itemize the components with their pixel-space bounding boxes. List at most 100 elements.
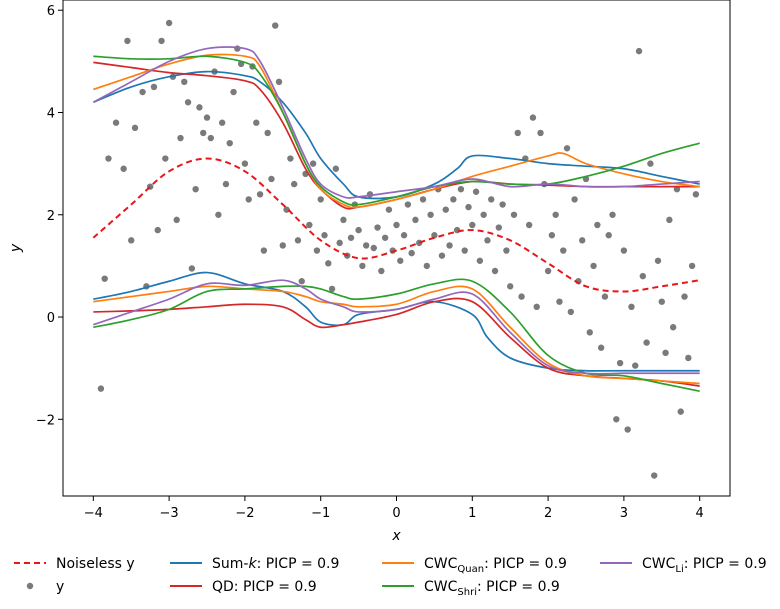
series-line-cwc_li-upper (92, 46, 700, 199)
data-point (491, 267, 499, 275)
y-tick-label: 6 (47, 4, 55, 19)
legend-label-sub: Quan (457, 564, 484, 575)
legend-label-part: Sum- (212, 556, 248, 572)
data-point (510, 211, 518, 218)
data-point (571, 196, 578, 203)
data-point (203, 114, 211, 121)
data-point (362, 242, 370, 249)
data-point (620, 247, 628, 254)
data-point (480, 211, 487, 218)
data-point (120, 165, 127, 172)
data-point (556, 298, 563, 305)
data-point (404, 201, 412, 208)
data-point (165, 19, 173, 27)
data-point (112, 119, 120, 126)
data-point (465, 203, 472, 211)
data-point (313, 247, 321, 254)
data-point (105, 155, 112, 162)
data-point (544, 267, 552, 275)
data-point (552, 211, 559, 218)
axes-layer: −4 −3 −2 −1 0 1 2 3 4 −2 0 2 4 6 x y (8, 0, 731, 544)
data-point (253, 119, 260, 126)
data-point (222, 180, 230, 188)
data-point (469, 221, 476, 229)
data-point (609, 211, 616, 218)
data-point (488, 196, 495, 203)
data-point (207, 134, 215, 142)
data-point (397, 257, 404, 264)
data-point (681, 293, 688, 300)
series-line-cwc_li-lower (93, 279, 700, 375)
data-point (128, 237, 135, 244)
data-point (359, 262, 366, 270)
plot-layer (92, 19, 700, 479)
data-point (518, 293, 525, 300)
data-point (400, 232, 408, 239)
legend-item-noiseless: Noiseless y (14, 556, 135, 572)
data-point (97, 385, 105, 392)
data-point (355, 226, 362, 234)
plot-frame (62, 0, 731, 497)
data-point (184, 99, 192, 106)
data-point (590, 262, 597, 270)
y-axis-label: y (8, 243, 24, 253)
data-point (226, 139, 233, 147)
data-point (692, 191, 700, 198)
data-point (272, 22, 279, 29)
data-point (234, 45, 241, 52)
data-point (256, 191, 264, 198)
data-point (192, 185, 199, 193)
legend-item-cwc_li: CWCLi: PICP = 0.9 (600, 556, 767, 575)
data-point (419, 196, 427, 203)
data-point (438, 252, 446, 259)
data-point (484, 237, 491, 244)
data-point (283, 206, 290, 213)
data-point (290, 180, 298, 188)
data-point (408, 249, 415, 257)
data-point (412, 216, 419, 224)
legend-label-main: CWC (424, 579, 458, 595)
data-point (594, 221, 601, 229)
data-point (328, 285, 336, 293)
series-line-cwc_quan-upper (93, 53, 700, 209)
legend-label-suffix: : PICP = 0.9 (477, 579, 560, 595)
data-point (605, 232, 612, 239)
data-point (647, 160, 654, 167)
legend-label-sub: Li (675, 564, 683, 575)
data-point (245, 196, 252, 203)
data-point (131, 124, 139, 132)
data-point (613, 416, 620, 423)
data-point (260, 247, 268, 254)
data-point (632, 362, 639, 369)
x-tick-label: 2 (544, 506, 552, 521)
data-point (472, 188, 480, 195)
data-point (306, 221, 313, 229)
data-point (560, 247, 567, 254)
legend-label-main: CWC (642, 556, 676, 572)
legend-item-points: y (26, 579, 64, 595)
legend-item-sumk: Sum-k: PICP = 0.9 (170, 556, 339, 572)
data-point (450, 196, 457, 203)
data-point (241, 160, 249, 167)
data-point (461, 247, 468, 254)
data-point (150, 83, 158, 91)
data-point (264, 129, 271, 137)
data-point (309, 160, 317, 167)
data-point (218, 119, 226, 126)
legend-label-points: y (56, 579, 64, 595)
legend-label-qd: QD: PICP = 0.9 (212, 579, 317, 595)
data-point (325, 260, 332, 267)
data-point (347, 234, 355, 241)
legend-item-cwc_quan: CWCQuan: PICP = 0.9 (382, 556, 567, 575)
legend-label-cwc_li: CWCLi: PICP = 0.9 (642, 556, 767, 575)
data-point (624, 426, 631, 433)
data-point (525, 221, 533, 229)
series-line-cwc_shri-upper (93, 55, 700, 206)
data-point (677, 408, 684, 415)
data-point (669, 324, 677, 331)
legend: Noiseless y y Sum-k: PICP = 0.9 QD: PICP = … (14, 556, 767, 598)
data-point (654, 257, 662, 264)
legend-label-suffix: : PICP = 0.9 (484, 556, 567, 572)
data-point (651, 472, 658, 479)
data-point (177, 134, 184, 142)
